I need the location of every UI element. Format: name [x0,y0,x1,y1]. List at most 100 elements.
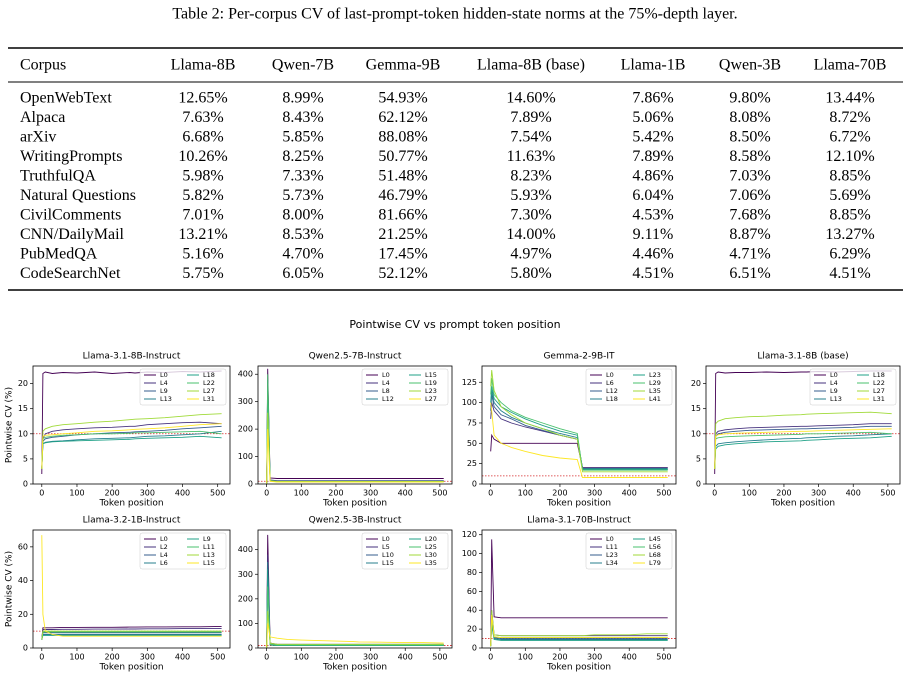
legend-label: L9 [203,535,211,543]
table-cell: 13.27% [825,226,874,243]
x-tick-label: 200 [552,653,567,662]
legend-label: L34 [606,559,618,567]
legend-label: L0 [160,371,168,379]
x-tick-label: 200 [552,489,567,498]
table-cell: 6.72% [829,129,870,146]
series-line [714,428,892,469]
legend-label: L6 [160,559,168,567]
series-line [714,423,892,469]
table-cell: WritingPrompts [20,148,122,165]
table-cell: OpenWebText [20,90,112,107]
y-tick-label: 50 [467,439,477,448]
legend-label: L27 [425,395,437,403]
table-cell: TruthfulQA [20,168,96,185]
y-tick-label: 100 [238,452,253,461]
legend-label: L20 [425,535,437,543]
table-cell: 7.03% [729,168,770,185]
legend-box [361,368,449,406]
legend-label: L12 [606,387,618,395]
x-tick-label: 100 [69,489,84,498]
y-tick-label: 15 [18,404,28,413]
legend-label: L18 [203,371,215,379]
table-header-cell: Qwen-3B [719,57,781,74]
table-cell: 10.26% [178,148,227,165]
y-tick-label: 5 [23,454,28,463]
legend-label: L4 [830,379,838,387]
y-tick-label: 100 [462,398,477,407]
table-cell: 21.25% [378,226,427,243]
table-cell: 7.06% [729,187,770,204]
chart: Qwen2.5-3B-Instruct Token position 0 100 200… [238,516,453,673]
legend-label: L0 [830,371,838,379]
legend-label: L79 [649,559,661,567]
y-tick-label: 0 [23,480,28,489]
series-line [41,634,222,640]
x-tick-label: 500 [880,489,895,498]
legend-label: L12 [382,395,394,403]
y-tick-label: 0 [23,644,28,653]
series-line [490,402,668,478]
legend-label: L0 [160,535,168,543]
legend-label: L25 [425,543,437,551]
legend-label: L13 [830,395,842,403]
table-cell: 7.30% [510,207,551,224]
table-cell: 8.43% [282,109,323,126]
plot-frame [257,529,453,649]
legend-label: L9 [160,387,168,395]
x-tick-label: 500 [656,653,671,662]
y-tick-label: 300 [238,570,253,579]
x-tick-label: 500 [432,653,447,662]
y-tick-label: 100 [462,549,477,558]
series-line [266,574,444,648]
series-line [41,435,222,469]
x-tick-label: 500 [210,489,225,498]
x-tick-label: 400 [398,489,413,498]
table-cell: Alpaca [20,109,65,126]
x-tick-label: 200 [776,489,791,498]
y-tick-label: 0 [248,480,253,489]
legend-label: L4 [160,379,168,387]
series-line [41,625,222,640]
table-cell: PubMedQA [20,246,98,263]
y-tick-label: 60 [18,542,28,551]
y-tick-label: 400 [238,545,253,554]
x-axis-label: Token position [770,499,835,509]
x-tick-label: 0 [264,489,269,498]
legend-label: L27 [873,387,885,395]
series-line [41,632,222,640]
series-line [490,624,668,647]
x-tick-label: 100 [518,489,533,498]
x-tick-label: 500 [656,489,671,498]
y-tick-label: 125 [462,378,477,387]
x-tick-label: 300 [363,653,378,662]
table-cell: arXiv [20,129,56,146]
table-cell: 88.08% [378,129,427,146]
series-line [41,627,222,640]
x-tick-label: 300 [140,489,155,498]
series-line [266,586,444,648]
y-axis-label: Pointwise CV (%) [5,551,15,627]
table-header-cell: Llama-70B [814,57,887,74]
table-cell: 5.73% [282,187,323,204]
x-tick-label: 100 [294,653,309,662]
y-tick-label: 120 [462,530,477,539]
series-line [490,386,668,470]
table-cell: 12.65% [178,90,227,107]
series-line [714,411,892,469]
y-tick-label: 80 [467,568,477,577]
table-cell: 8.00% [282,207,323,224]
chart: Llama-3.1-8B-Instruct Token position Point… [5,352,231,509]
x-axis-label: Token position [98,663,163,673]
legend-label: L9 [830,387,838,395]
x-axis-label: Token position [322,663,387,673]
y-tick-label: 200 [238,425,253,434]
y-axis-label: Pointwise CV (%) [5,387,15,463]
legend-label: L0 [606,535,614,543]
y-tick-label: 20 [467,625,477,634]
legend-label: L18 [606,395,618,403]
table-cell: 7.54% [510,129,551,146]
table-cell: 8.85% [829,207,870,224]
chart-title: Llama-3.1-8B-Instruct [83,352,181,362]
series-line [490,394,668,470]
